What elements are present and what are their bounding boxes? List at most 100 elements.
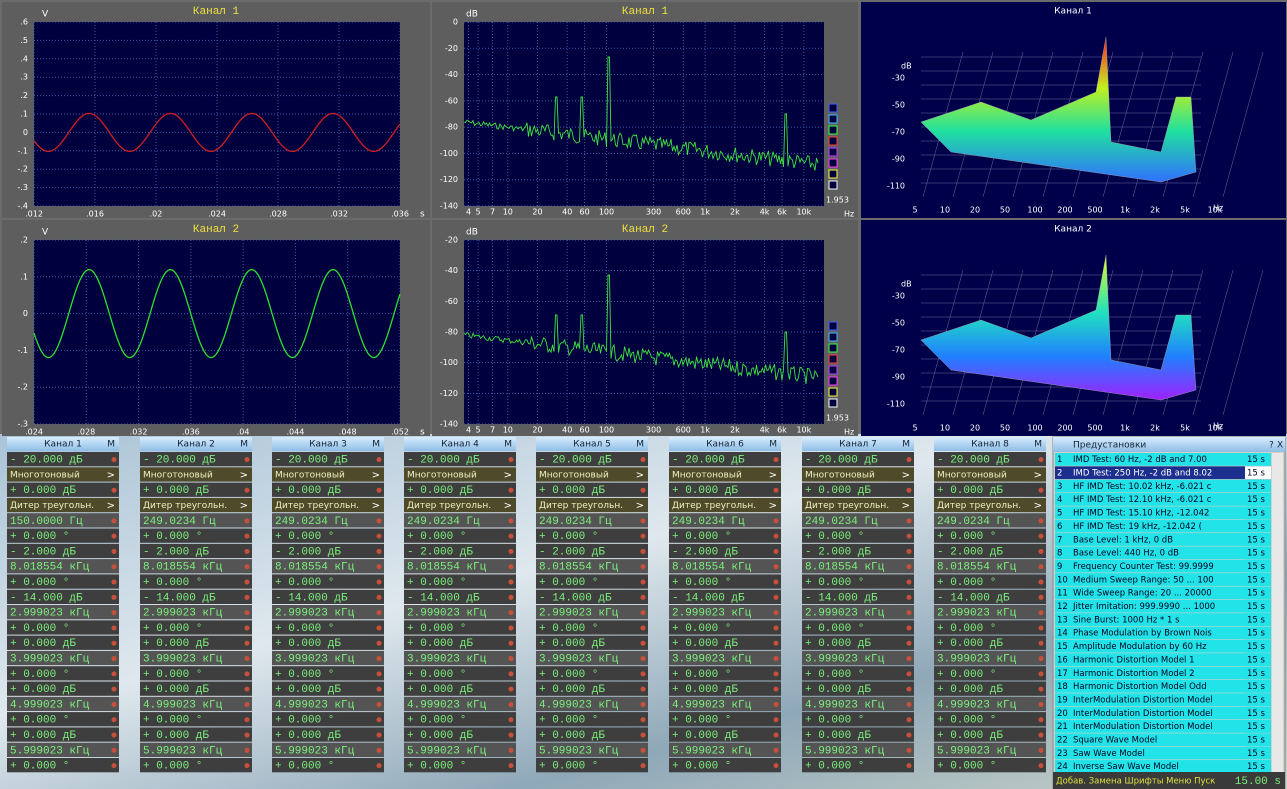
footer-menu[interactable]: Добав. Замена Шрифты Меню Пуск xyxy=(1056,777,1215,787)
indicator xyxy=(112,702,117,707)
channel-swatch[interactable] xyxy=(829,126,837,134)
indicator xyxy=(377,625,382,630)
channel-swatch[interactable] xyxy=(829,170,837,178)
indicator xyxy=(641,488,646,493)
close-button[interactable]: X xyxy=(1277,441,1283,451)
indicator xyxy=(509,580,514,585)
indicator xyxy=(907,733,912,738)
param-value: - 14.000 дБ xyxy=(275,592,348,604)
param-value: - 2.000 дБ xyxy=(805,546,871,558)
x-tick-label: 5k xyxy=(1180,424,1190,433)
channel-swatch[interactable] xyxy=(829,181,837,189)
indicator xyxy=(377,733,382,738)
param-value: - 2.000 дБ xyxy=(143,546,209,558)
indicator xyxy=(509,733,514,738)
param-value: 4.999023 кГц xyxy=(805,699,885,711)
indicator xyxy=(907,656,912,661)
channel-swatch[interactable] xyxy=(829,333,837,341)
param-value: + 0.000 ° xyxy=(937,715,996,727)
channel-swatch[interactable] xyxy=(829,377,837,385)
channel-swatch[interactable] xyxy=(829,344,837,352)
indicator xyxy=(377,549,382,554)
channel-swatch[interactable] xyxy=(829,388,837,396)
y-tick-label: -120 xyxy=(440,175,458,184)
param-value: - 20.000 дБ xyxy=(10,455,83,467)
x-tick-label: 10 xyxy=(503,208,513,217)
channel-swatch[interactable] xyxy=(829,137,837,145)
x-tick-label: 20 xyxy=(970,206,980,215)
indicator xyxy=(774,564,779,569)
indicator xyxy=(907,687,912,692)
indicator xyxy=(245,457,250,462)
preset-name: Amplitude Modulation by 60 Hz xyxy=(1073,642,1207,652)
channel-swatch[interactable] xyxy=(829,366,837,374)
menu-label: Дитер треугольн. xyxy=(805,501,889,511)
param-value: + 0.000 ° xyxy=(937,669,996,681)
param-value: + 0.000 ° xyxy=(407,531,466,543)
indicator xyxy=(377,488,382,493)
indicator xyxy=(641,748,646,753)
indicator xyxy=(245,687,250,692)
channel-swatch[interactable] xyxy=(829,115,837,123)
param-value: 3.999023 кГц xyxy=(275,653,355,665)
help-button[interactable]: ? xyxy=(1269,441,1274,451)
channel-swatch[interactable] xyxy=(829,159,837,167)
y-tick-label: .3 xyxy=(20,73,28,82)
menu-arrow: > xyxy=(902,470,910,481)
y-tick-label: 0 xyxy=(453,18,458,27)
param-value: - 20.000 дБ xyxy=(805,455,878,467)
param-value: + 0.000 ° xyxy=(407,623,466,635)
x-tick-label: 6k xyxy=(777,208,787,217)
preset-duration: 15 s xyxy=(1247,736,1266,746)
x-unit: s xyxy=(420,210,425,220)
indicator xyxy=(509,610,514,615)
param-value: + 0.000 дБ xyxy=(275,485,341,497)
param-value: 5.999023 кГц xyxy=(407,745,487,757)
param-value: 5.999023 кГц xyxy=(10,745,90,757)
param-value: + 0.000 ° xyxy=(937,531,996,543)
preset-number: 13 xyxy=(1057,615,1068,625)
indicator xyxy=(245,763,250,768)
param-value: - 2.000 дБ xyxy=(275,546,341,558)
indicator xyxy=(907,549,912,554)
channel-mode: M xyxy=(1034,440,1042,450)
channel-swatch[interactable] xyxy=(829,148,837,156)
preset-name: HF IMD Test: 12.10 kHz, -6.021 c xyxy=(1073,495,1212,505)
indicator xyxy=(377,748,382,753)
x-tick-label: .024 xyxy=(25,428,43,437)
x-tick-label: .028 xyxy=(77,428,95,437)
param-value: + 0.000 ° xyxy=(539,669,598,681)
indicator xyxy=(377,702,382,707)
indicator xyxy=(112,534,117,539)
param-value: - 20.000 дБ xyxy=(407,455,480,467)
indicator xyxy=(509,671,514,676)
preset-number: 15 xyxy=(1057,642,1068,652)
preset-number: 16 xyxy=(1057,655,1068,665)
y-tick-label: -110 xyxy=(887,400,905,409)
channel-swatch[interactable] xyxy=(829,104,837,112)
indicator xyxy=(509,625,514,630)
channel-swatch[interactable] xyxy=(829,399,837,407)
x-unit: Hz xyxy=(844,428,854,437)
param-value: 3.999023 кГц xyxy=(805,653,885,665)
channel-swatch[interactable] xyxy=(829,355,837,363)
preset-name: Jitter Imitation: 999.9990 ... 1000 xyxy=(1072,602,1215,612)
indicator xyxy=(774,625,779,630)
preset-name: Phase Modulation by Brown Nois xyxy=(1073,629,1212,639)
indicator xyxy=(641,656,646,661)
param-value: - 20.000 дБ xyxy=(539,455,612,467)
param-value: 2.999023 кГц xyxy=(143,608,223,620)
indicator xyxy=(907,625,912,630)
x-unit: Hz xyxy=(844,210,854,219)
y-unit: dB xyxy=(466,228,478,238)
channel-swatch[interactable] xyxy=(829,322,837,330)
panel-title: Канал 1 xyxy=(622,6,669,18)
menu-arrow: > xyxy=(769,501,777,512)
y-tick-label: -40 xyxy=(445,266,458,275)
preset-duration: 15 s xyxy=(1247,655,1266,665)
preset-name: Square Wave Model xyxy=(1073,736,1157,746)
menu-label: Дитер треугольн. xyxy=(10,501,94,511)
param-value: 5.999023 кГц xyxy=(539,745,619,757)
scrollbar[interactable] xyxy=(1272,453,1283,773)
preset-name: InterModulation Distortion Model xyxy=(1073,709,1213,719)
